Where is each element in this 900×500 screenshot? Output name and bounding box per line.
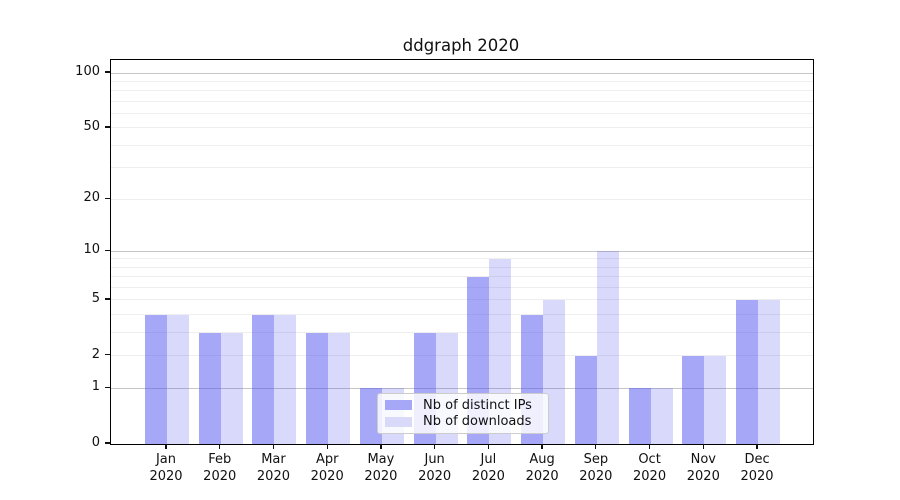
y-tick-label: 50 (83, 118, 100, 134)
x-tick-label: Nov 2020 (686, 452, 720, 484)
x-tick-label: Oct 2020 (633, 452, 667, 484)
y-tick (104, 126, 110, 128)
gridline-minor (111, 167, 813, 169)
x-tick-label: Sep 2020 (579, 452, 613, 484)
gridline-major (111, 387, 813, 389)
x-tick (219, 444, 221, 449)
y-tick (104, 298, 110, 300)
bar-nb-of-downloads-feb (220, 332, 243, 444)
legend-label-distinct-ips: Nb of distinct IPs (423, 397, 532, 413)
y-tick (104, 71, 110, 73)
bar-nb-of-downloads-jan (167, 314, 189, 444)
x-tick (541, 444, 543, 449)
gridline-minor (111, 258, 813, 260)
x-tick-label: Mar 2020 (256, 452, 290, 484)
chart-title: ddgraph 2020 (402, 36, 520, 55)
legend-swatch-distinct-ips (385, 400, 412, 411)
gridline-minor (111, 355, 813, 357)
x-tick-label: Dec 2020 (740, 452, 774, 484)
x-tick (487, 444, 490, 449)
legend-label-downloads: Nb of downloads (423, 414, 532, 430)
gridline-minor (111, 287, 813, 289)
bar-nb-of-distinct-ips-sep (574, 355, 597, 444)
bar-nb-of-distinct-ips-nov (682, 355, 705, 444)
legend-swatch-downloads (385, 416, 412, 427)
gridline-major (111, 72, 813, 74)
bar-nb-of-distinct-ips-jan (145, 314, 167, 444)
bar-nb-of-downloads-apr (328, 332, 351, 444)
x-tick (595, 444, 597, 449)
bar-nb-of-distinct-ips-mar (252, 314, 275, 444)
plot-area: Nb of distinct IPs Nb of downloads (110, 59, 814, 445)
x-tick-label: May 2020 (364, 452, 398, 484)
bar-nb-of-downloads-mar (274, 314, 297, 444)
gridline-minor (111, 80, 813, 82)
gridline-minor (111, 198, 813, 200)
legend-item-distinct-ips: Nb of distinct IPs (385, 398, 541, 413)
x-tick (648, 444, 651, 449)
y-tick-label: 1 (91, 379, 100, 395)
y-tick-label: 5 (91, 290, 100, 306)
gridline-minor (111, 144, 813, 146)
gridline-minor (111, 314, 813, 316)
x-tick-label: Jul 2020 (471, 452, 505, 484)
y-tick (104, 197, 110, 199)
y-tick-label: 2 (91, 346, 100, 362)
bar-nb-of-downloads-dec (758, 299, 781, 444)
x-tick (702, 444, 704, 449)
bar-nb-of-distinct-ips-apr (306, 332, 329, 444)
gridline-minor (111, 299, 813, 301)
bar-nb-of-distinct-ips-oct (628, 388, 651, 444)
y-tick (104, 249, 110, 251)
gridline-minor (111, 276, 813, 278)
y-tick (104, 354, 110, 356)
x-tick-label: Jan 2020 (149, 452, 183, 484)
gridline-minor (111, 90, 813, 92)
gridline-minor (111, 100, 813, 102)
y-tick (104, 442, 110, 444)
y-tick-label: 10 (83, 242, 100, 258)
bar-nb-of-downloads-oct (650, 388, 673, 444)
legend: Nb of distinct IPs Nb of downloads (377, 393, 549, 434)
x-tick-label: Aug 2020 (525, 452, 559, 484)
gridline-minor (111, 113, 813, 115)
legend-item-downloads: Nb of downloads (385, 414, 541, 429)
bar-nb-of-distinct-ips-feb (198, 332, 221, 444)
bar-nb-of-distinct-ips-dec (736, 299, 759, 444)
gridline-minor (111, 127, 813, 129)
x-tick (380, 444, 382, 449)
y-tick (104, 386, 110, 388)
x-tick (326, 444, 328, 449)
bar-nb-of-downloads-nov (704, 355, 727, 444)
x-tick-label: Feb 2020 (203, 452, 237, 484)
y-tick-label: 20 (83, 190, 100, 206)
x-tick (756, 444, 758, 449)
x-tick-label: Jun 2020 (418, 452, 452, 484)
gridline-major (111, 250, 813, 252)
x-tick (165, 444, 167, 449)
y-tick-label: 0 (91, 435, 100, 450)
bar-nb-of-distinct-ips-may (359, 388, 382, 444)
x-tick (272, 444, 275, 449)
x-tick (434, 444, 436, 449)
gridline-minor (111, 266, 813, 268)
y-tick-label: 100 (75, 64, 100, 79)
x-tick-label: Apr 2020 (310, 452, 344, 484)
bar-nb-of-downloads-sep (596, 251, 619, 444)
gridline-minor (111, 332, 813, 334)
